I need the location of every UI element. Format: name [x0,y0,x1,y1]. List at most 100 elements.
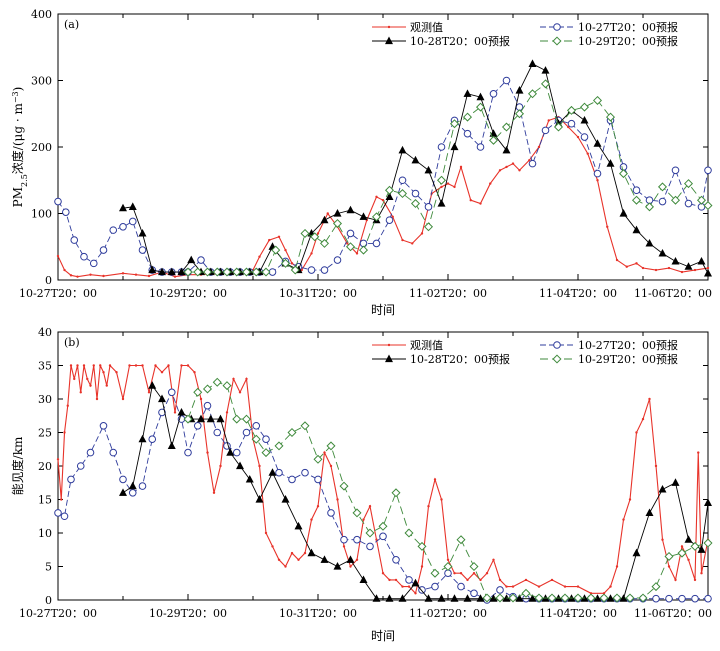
panel-a-series-0-point [440,185,443,189]
panel-a-series-0-point [346,242,349,245]
panel-b-series-1-point [665,594,673,603]
panel-b-series-2-point [671,478,680,486]
panel-b-label: (b) [64,336,80,349]
panel-a-series-3-point [540,79,551,89]
panel-b-series-0-point [453,572,456,575]
panel-b-series-0-point [141,364,144,367]
panel-a-legend: 观测值 10-27T20：00预报 10-28T20：00预报 10-29T20：00… [372,20,678,48]
panel-b-series-1-point [379,532,387,541]
panel-a-legend-marker-2 [385,36,393,45]
panel-a-series-0-point [355,252,359,255]
panel-a-legend-label-3: 10-29T20：00预报 [578,34,678,48]
panel-b-series-3-point [365,528,375,538]
panel-a-series-2-point [128,202,137,210]
panel-a-series-1-point [307,266,316,274]
panel-a-series-3-point [193,267,203,277]
panel-a-series-0-point [453,185,456,189]
panel-b-xtick-label: 10-31T20：00 [279,607,357,620]
panel-b-series-2-point [255,495,264,503]
panel-b-series-0-point [316,505,320,508]
panel-b-plot-frame [57,331,709,601]
panel-a-series-2-point [450,142,459,151]
panel-b-series-0-point [238,391,242,394]
panel-b-series-0-point [589,592,593,595]
panel-a-series-0-point [606,225,609,228]
panel-b-series-0-point [427,505,430,508]
panel-b-series-2-point [463,594,472,602]
panel-b-series-0-point [89,384,92,387]
panel-b-series-0-point [693,578,697,582]
panel-b-series-0-point [73,377,76,381]
panel-a-series-3-point [358,245,369,255]
panel-a-series-2-point [671,256,680,265]
panel-b-xtick-label: 11-06T20：00 [634,607,712,620]
panel-b-series-0-point [69,364,73,367]
panel-b-series-0-point [271,545,274,548]
panel-b-series-2-point [226,448,235,456]
panel-a-series-3-point [271,245,281,255]
panel-b-series-0-point [92,364,95,367]
panel-a-series-2-point [645,238,654,247]
panel-a-series-0-point [76,275,79,278]
panel-b-ytick-label: 30 [38,393,52,406]
panel-a-series-3-point [290,265,300,275]
panel-a-series-3-point [475,102,486,112]
panel-b-series-3-point [508,593,518,603]
panel-a-xtick-label: 11-02T20：00 [409,287,487,300]
panel-a-series-1-point [99,246,108,254]
panel-a-ylabel: PM2.5浓度/(μg · m−3) [10,87,29,208]
panel-a-series-2-point [320,215,329,224]
panel-a-series-1-point [320,266,329,274]
panel-a-series-2-point [424,165,433,174]
panel-a-series-3-point [670,195,681,205]
panel-a-series-0-point [680,270,684,274]
panel-a-series-1-point [411,189,420,198]
panel-a-series-3-point [410,199,421,209]
panel-b-series-0-point [128,364,131,367]
panel-b-series-3-point [193,387,203,397]
panel-b-legend-marker-3 [552,354,562,364]
panel-a-series-0-point [518,169,521,172]
panel-b-series-0-point [485,572,489,575]
panel-a-series-2-point [658,248,667,257]
panel-b-series-1-point [232,448,241,457]
panel-a-series-3-point [488,135,499,145]
panel-a-ytick-label: 300 [31,75,52,88]
panel-b-ytick-label: 10 [38,527,52,540]
panel-a-series-1-point [567,119,576,128]
panel-a-series-0-point [381,199,385,202]
panel-b-series-0-point [86,377,89,381]
panel-b-series-2-point [385,594,394,602]
panel-b-series-1-point [691,594,699,603]
panel-b-series-3-point [586,593,596,603]
panel-a-legend-label-1: 10-27T20：00预报 [578,20,678,34]
panel-b-series-0-point [697,451,700,454]
panel-b-series-1-point [99,422,108,430]
panel-b-series-0-point [628,498,632,501]
panel-b-series-2-point [645,508,654,517]
panel-a-series-0-point [459,165,463,169]
panel-b-legend-marker-2 [385,354,393,363]
panel-b-series-0-point [225,411,229,414]
panel-a-series-0-point [173,275,177,278]
panel-a-series-1-point [580,133,589,141]
panel-b-series-0-point [303,551,307,555]
panel-a-series-3-point [332,218,343,228]
panel-a-series-0-point [693,268,697,272]
panel-a-series-1-point [528,159,537,168]
panel-b-series-0-point [349,565,352,568]
panel-b-series-1-point [704,594,712,603]
panel-b-series-2-point [206,414,215,423]
panel-a-series-1-point [138,246,147,254]
panel-a-series-0-point [290,262,294,265]
panel-b-series-1-point [167,388,176,397]
panel-b-series-2-point [268,468,277,476]
panel-b-series-0-point [82,364,86,367]
panel-a-series-0-point [258,255,261,258]
panel-a-series-0-point [277,235,281,238]
panel-a-series-1-point [684,199,693,208]
panel-b-series-3-point [612,593,622,603]
panel-b-series-0-point [115,371,118,374]
panel-a-series-0-point [411,242,414,245]
